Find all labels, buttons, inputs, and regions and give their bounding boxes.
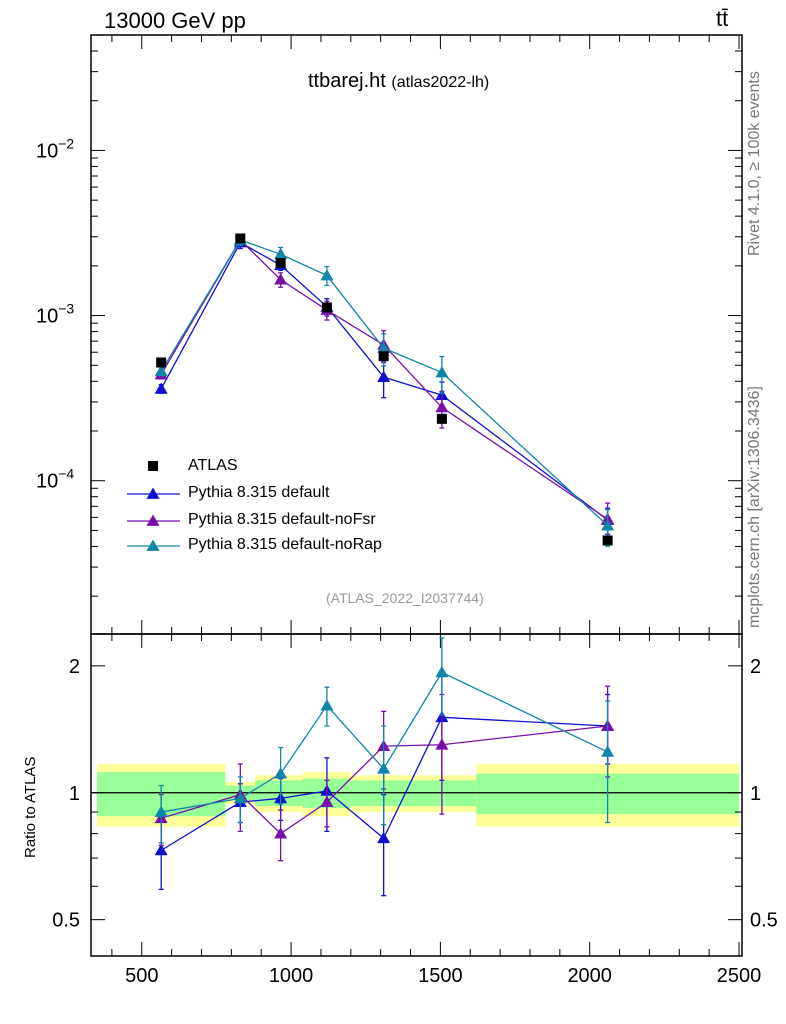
ratio-marker-noFsr (435, 738, 449, 750)
series-marker-noFsr (274, 273, 288, 285)
y-tick-exponent: −4 (58, 466, 74, 482)
data-point (436, 413, 447, 424)
ratio-y-tick-label: 0.5 (52, 910, 80, 932)
legend-marker-noFsr (146, 514, 160, 526)
ratio-y-tick-label-right: 1 (750, 783, 761, 805)
plot-title: ttbarej.ht (atlas2022-lh) (308, 70, 489, 93)
ratio-y-tick-label: 1 (69, 783, 80, 805)
y-tick-exponent: −2 (58, 135, 74, 151)
y-tick-base: 10 (36, 140, 58, 162)
ratio-y-axis-label: Ratio to ATLAS (22, 756, 39, 858)
legend-marker-noRap (146, 539, 160, 551)
plot-title-tag: (atlas2022-lh) (391, 74, 490, 91)
x-tick-label: 2000 (567, 965, 612, 987)
reference-label: (ATLAS_2022_I2037744) (326, 590, 484, 606)
series-marker-noRap (154, 364, 168, 377)
mcplots-label: mcplots.cern.ch [arXiv:1306.3436] (746, 386, 763, 628)
ratio-marker-default (154, 843, 168, 856)
series-marker-noRap (601, 519, 615, 531)
x-tick-label: 500 (125, 965, 158, 987)
series-marker-noRap (274, 247, 288, 260)
y-tick-base: 10 (36, 471, 58, 493)
legend-marker-default (146, 487, 160, 499)
series-line-noRap (160, 239, 609, 527)
series-marker-noFsr (435, 400, 449, 413)
data-point (378, 351, 389, 362)
y-tick-exponent: −3 (58, 301, 74, 317)
legend-label-nofsr: Pythia 8.315 default-noFsr (188, 511, 376, 528)
ratio-y-tick-label-right: 2 (750, 656, 761, 678)
ratio-marker-noRap (435, 665, 449, 678)
ratio-marker-noFsr (274, 827, 288, 839)
data-point (275, 258, 286, 269)
y-tick-label: 10−4 (36, 466, 74, 493)
ratio-marker-noRap (233, 791, 247, 804)
ratio-marker-noRap (377, 762, 391, 774)
legend-label-data: ATLAS (188, 457, 238, 474)
ratio-y-tick-label-right: 0.5 (750, 910, 778, 932)
rivet-version-label: Rivet 4.1.0, ≥ 100k events (746, 71, 763, 256)
legend-label-norap: Pythia 8.315 default-noRap (188, 536, 382, 553)
data-point (235, 233, 246, 244)
x-tick-label: 1000 (269, 965, 314, 987)
data-point (156, 357, 167, 368)
ratio-marker-noRap (274, 767, 288, 779)
ratio-marker-noRap (320, 699, 334, 711)
x-tick-label: 2500 (717, 965, 762, 987)
data-point (321, 302, 332, 313)
ratio-marker-noRap (154, 805, 168, 817)
y-tick-label: 10−2 (36, 135, 74, 162)
series-marker-noRap (320, 268, 334, 281)
plot-title-name: ttbarej.ht (308, 70, 386, 92)
series-marker-default (154, 382, 168, 394)
ratio-marker-noFsr (320, 795, 334, 808)
ratio-y-tick-label: 2 (69, 656, 80, 678)
legend-label-default: Pythia 8.315 default (188, 484, 330, 501)
series-marker-noRap (377, 341, 391, 354)
data-point (602, 535, 613, 546)
y-tick-base: 10 (36, 306, 58, 328)
series-marker-default (377, 370, 391, 382)
process-label: tt̄ (716, 6, 729, 31)
x-tick-label: 1500 (418, 965, 463, 987)
collision-energy-label: 13000 GeV pp (104, 8, 246, 33)
legend-marker-data (148, 461, 158, 471)
y-tick-label: 10−3 (36, 301, 74, 328)
ratio-frame (90, 633, 743, 957)
ratio-marker-noRap (601, 745, 615, 757)
series-marker-noRap (435, 366, 449, 378)
ratio-marker-default (377, 831, 391, 844)
